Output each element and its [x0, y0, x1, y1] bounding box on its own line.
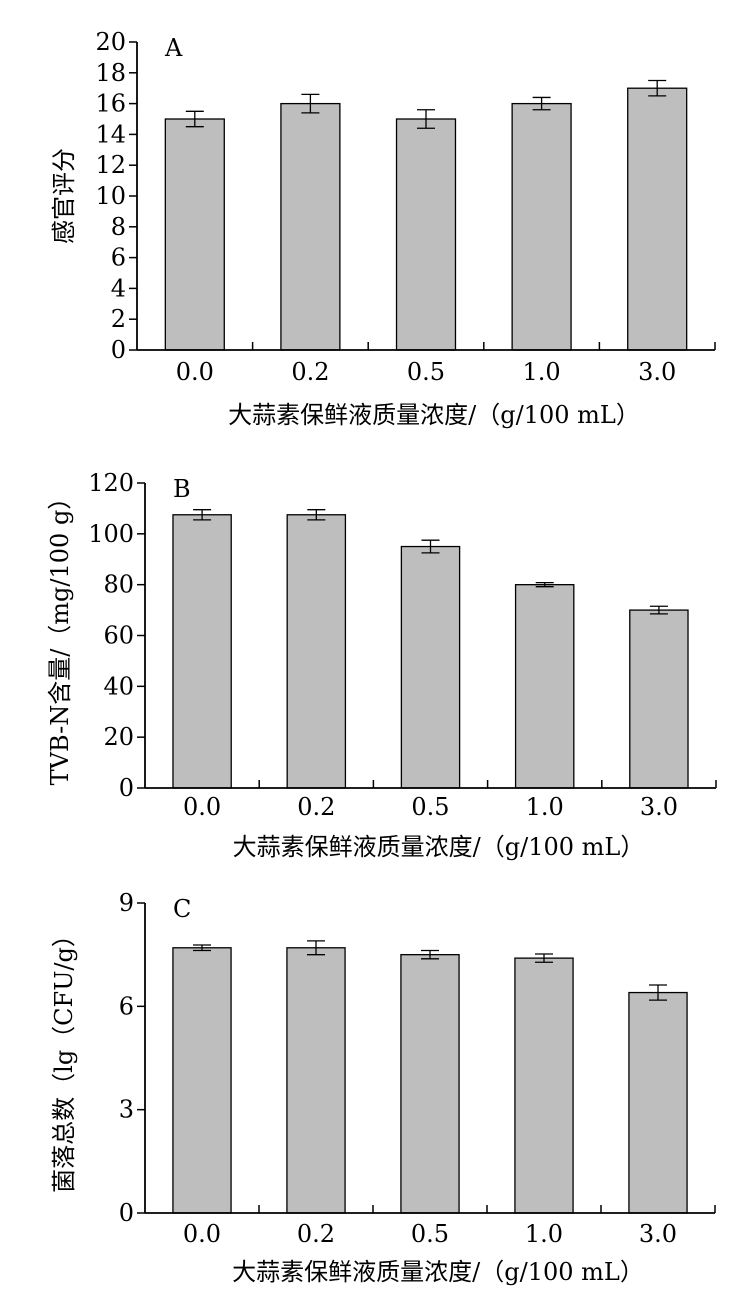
panel-c-bar-0	[172, 947, 232, 1214]
panel-c-x-tick-label-3: 1.0	[525, 1220, 563, 1248]
panel-a-y-tick-label-9: 18	[95, 59, 126, 87]
panel-a-bar-1	[280, 102, 341, 351]
panel-a-bar-0	[164, 118, 225, 351]
panel-b-bar-4	[629, 609, 689, 789]
panel-b-x-tick-label-2: 0.5	[411, 793, 449, 821]
panel-b-y-tick-label-3: 60	[103, 622, 134, 650]
panel-c-bar-4	[628, 991, 688, 1214]
panel-a-bar-4	[627, 87, 688, 351]
panel-c-bar-1	[286, 947, 346, 1214]
panel-c-x-tick-label-0: 0.0	[183, 1220, 221, 1248]
panel-a-y-tick-label-2: 4	[111, 274, 126, 302]
panel-c-x-axis-title: 大蒜素保鲜液质量浓度/（g/100 mL）	[232, 1258, 644, 1286]
panel-b-x-tick-label-3: 1.0	[526, 793, 564, 821]
panel-c-x-tick-label-2: 0.5	[411, 1220, 449, 1248]
panel-a-y-tick-label-0: 0	[111, 336, 126, 364]
panel-c-bar-3	[514, 957, 574, 1214]
panel-c-y-tick-label-3: 9	[119, 889, 134, 917]
panel-a-y-tick-label-6: 12	[95, 151, 126, 179]
panel-c-y-tick-label-1: 3	[119, 1096, 134, 1124]
panel-b-bar-1	[286, 514, 347, 789]
panel-a-y-tick-label-1: 2	[111, 305, 126, 333]
panel-a-y-tick-label-10: 20	[95, 28, 126, 56]
panel-a-y-tick-label-8: 16	[95, 90, 126, 118]
panel-b-y-tick-label-4: 80	[103, 571, 134, 599]
panel-b-y-tick-label-2: 40	[103, 672, 134, 700]
panel-c-x-tick-label-1: 0.2	[297, 1220, 335, 1248]
panel-b-y-tick-label-6: 120	[88, 469, 134, 497]
panel-c-x-tick-label-4: 3.0	[639, 1220, 677, 1248]
panel-c-y-tick-label-2: 6	[119, 992, 134, 1020]
panel-b-x-tick-label-1: 0.2	[297, 793, 335, 821]
panel-b-x-tick-label-0: 0.0	[183, 793, 221, 821]
panel-b-y-axis-title: TVB-N含量/（mg/100 g）	[46, 486, 74, 786]
panel-a-y-tick-label-7: 14	[95, 120, 126, 148]
panel-a-x-tick-label-3: 1.0	[523, 358, 561, 386]
panel-c-letter: C	[173, 895, 191, 923]
panel-a-y-tick-label-3: 6	[111, 244, 126, 272]
panel-a-x-tick-label-2: 0.5	[407, 358, 445, 386]
panel-a-letter: A	[164, 34, 183, 62]
panel-b-y-tick-label-1: 20	[103, 723, 134, 751]
panel-a-y-axis-title: 感官评分	[50, 148, 78, 244]
panel-c-y-axis-title: 菌落总数（lg（CFU/g）	[50, 923, 78, 1193]
panel-b-letter: B	[173, 475, 191, 503]
panel-b-bar-0	[172, 514, 232, 789]
panel-a-bar-3	[511, 102, 572, 351]
panel-a-y-tick-label-5: 10	[95, 182, 126, 210]
panel-b-x-tick-label-4: 3.0	[640, 793, 678, 821]
panel-b-bar-3	[514, 584, 575, 789]
panel-b-y-tick-label-0: 0	[119, 774, 134, 802]
panel-a-x-tick-label-1: 0.2	[291, 358, 329, 386]
panel-c-bar-2	[400, 954, 460, 1214]
panel-c-y-tick-label-0: 0	[119, 1199, 134, 1227]
panel-b-x-axis-title: 大蒜素保鲜液质量浓度/（g/100 mL）	[233, 833, 645, 861]
panel-a-y-tick-label-4: 8	[111, 213, 126, 241]
panel-b-bar-2	[400, 545, 461, 789]
panel-a-bar-2	[395, 118, 457, 351]
panel-a-x-tick-label-0: 0.0	[176, 358, 214, 386]
panel-b-y-tick-label-5: 100	[88, 520, 134, 548]
panel-a-x-axis-title: 大蒜素保鲜液质量浓度/（g/100 mL）	[228, 401, 640, 429]
panel-a-x-tick-label-4: 3.0	[638, 358, 676, 386]
